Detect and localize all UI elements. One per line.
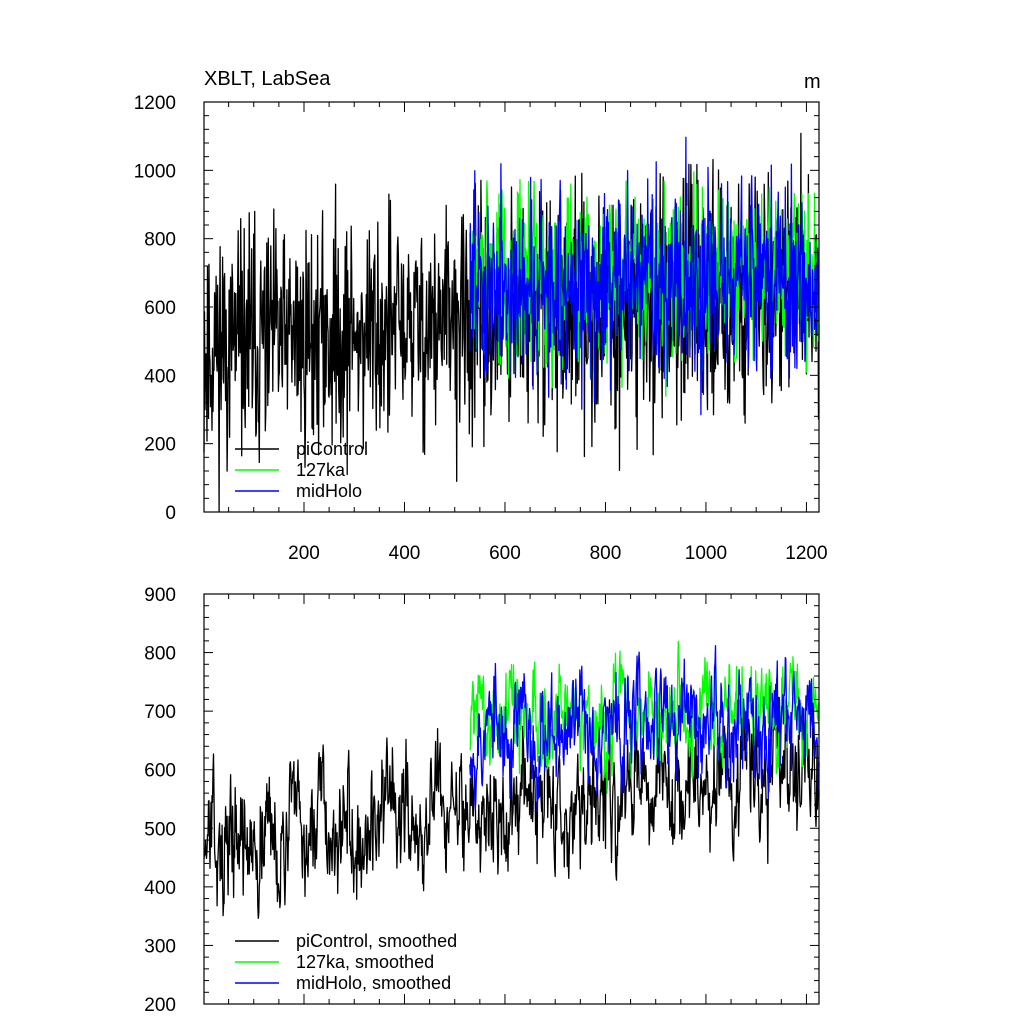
top-chart-title: XBLT, LabSea	[204, 68, 331, 90]
y-tick-label: 200	[144, 435, 176, 456]
x-tick-label: 1000	[685, 543, 727, 564]
x-tick-label: 600	[489, 543, 521, 564]
y-tick-label: 400	[144, 366, 176, 387]
y-tick-label: 700	[144, 702, 176, 723]
series-line-midholo	[469, 136, 820, 416]
y-tick-label: 800	[144, 230, 176, 251]
x-tick-label: 200	[288, 543, 320, 564]
legend-label-127ka-smoothed: 127ka, smoothed	[296, 952, 434, 972]
y-tick-label: 0	[165, 503, 176, 524]
series-line-picontrol-smoothed	[203, 677, 820, 919]
top-legend: piControl 127ka midHolo	[235, 439, 368, 501]
legend-label-picontrol-smoothed: piControl, smoothed	[296, 931, 457, 951]
y-tick-label: 400	[144, 878, 176, 899]
legend-label-midholo: midHolo	[296, 481, 362, 501]
y-tick-label: 200	[144, 995, 176, 1016]
legend-label-127ka: 127ka	[296, 460, 346, 480]
series-line-picontrol	[203, 132, 820, 513]
legend-label-picontrol: piControl	[296, 439, 368, 459]
y-tick-label: 600	[144, 761, 176, 782]
y-tick-label: 900	[144, 585, 176, 606]
y-tick-label: 800	[144, 644, 176, 665]
y-tick-label: 1200	[134, 93, 176, 114]
y-tick-label: 600	[144, 298, 176, 319]
top-chart-units: m	[804, 71, 821, 93]
x-tick-label: 400	[389, 543, 421, 564]
series-line-midholo-smoothed	[469, 644, 820, 813]
top-panel: XBLT, LabSea m 0 200 400 600 800 1000 1200 200 4…	[134, 68, 828, 564]
x-tick-label: 1200	[785, 543, 827, 564]
y-tick-label: 300	[144, 936, 176, 957]
x-tick-label: 800	[590, 543, 622, 564]
bottom-legend: piControl, smoothed 127ka, smoothed midH…	[235, 931, 457, 993]
bottom-panel: 200 300 400 500 600 700 800 900 piControl, smoo…	[144, 585, 820, 1016]
legend-label-midholo-smoothed: midHolo, smoothed	[296, 973, 451, 993]
y-tick-label: 1000	[134, 161, 176, 182]
bottom-plot-frame	[203, 593, 820, 1005]
y-tick-label: 500	[144, 819, 176, 840]
